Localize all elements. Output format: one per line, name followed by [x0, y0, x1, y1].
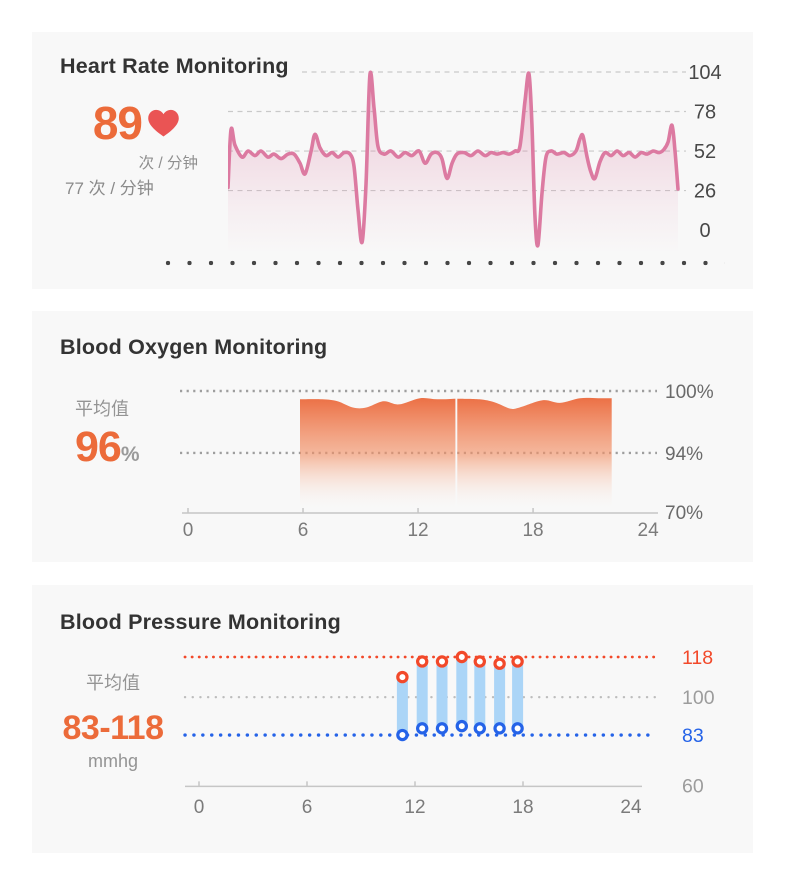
blood-pressure-unit: mmhg — [87, 751, 138, 771]
x-axis-label-0: 0 — [183, 520, 194, 541]
y-axis-label-78: 78 — [694, 102, 716, 124]
x-axis-label-24: 24 — [638, 520, 660, 541]
heart-rate-card[interactable]: Heart Rate Monitoring 89 次 / 分钟 77 次 / 分… — [32, 32, 753, 289]
x-axis-label-18: 18 — [512, 797, 533, 818]
diastolic-marker-4 — [455, 719, 468, 733]
blood-oxygen-chart-svg: 100% 94% 70% 0 6 12 18 24 — [180, 382, 714, 541]
diastolic-marker-3 — [435, 722, 449, 735]
y-axis-label-0: 0 — [699, 220, 710, 242]
oxygen-area-segment-2 — [457, 397, 612, 513]
x-axis-label-24: 24 — [620, 797, 642, 818]
x-axis-label-12: 12 — [407, 520, 428, 541]
heart-rate-unit: 次 / 分钟 — [138, 155, 198, 172]
bp-range-bar-4 — [456, 651, 468, 732]
bp-range-bar-7 — [512, 655, 524, 734]
average-label: 平均值 — [86, 673, 140, 693]
diastolic-marker-5 — [473, 722, 486, 735]
heart-rate-average: 77 次 / 分钟 — [65, 179, 154, 198]
heart-rate-value: 89 — [92, 97, 143, 149]
systolic-marker-5 — [473, 655, 486, 668]
systolic-marker-1 — [396, 670, 409, 684]
bp-range-bar-2 — [416, 655, 428, 734]
blood-oxygen-value: 96 — [75, 423, 122, 471]
bp-range-bar-1 — [396, 671, 408, 741]
blood-oxygen-card[interactable]: Blood Oxygen Monitoring 平均值 96% 100% 94% 7… — [32, 311, 753, 562]
diastolic-marker-1 — [396, 728, 409, 742]
bp-range-bar-3 — [436, 655, 448, 734]
y-axis-label-100: 100% — [665, 382, 714, 403]
heart-rate-stat-block: 89 次 / 分钟 — [48, 96, 198, 173]
timeline-dots — [165, 260, 725, 266]
blood-pressure-chart-svg: 118 100 83 60 0 6 12 18 24 — [183, 647, 715, 818]
bp-range-bar-6 — [494, 658, 506, 734]
y-axis-label-26: 26 — [694, 181, 716, 203]
diastolic-marker-7 — [511, 722, 524, 735]
systolic-marker-3 — [435, 655, 449, 668]
heart-rate-chart: 104 78 52 26 0 — [228, 58, 748, 270]
heart-rate-chart-svg: 104 78 52 26 0 — [228, 62, 722, 254]
x-axis-label-12: 12 — [404, 797, 425, 818]
x-axis-label-6: 6 — [298, 520, 309, 541]
y-axis-label-100: 100 — [682, 687, 715, 709]
x-axis-label-18: 18 — [522, 520, 543, 541]
blood-oxygen-chart: 100% 94% 70% 0 6 12 18 24 — [180, 378, 740, 556]
systolic-marker-7 — [511, 655, 524, 668]
systolic-marker-6 — [493, 657, 506, 670]
blood-pressure-value: 83-118 — [62, 709, 165, 747]
y-axis-label-118: 118 — [682, 647, 713, 669]
y-axis-label-52: 52 — [694, 141, 716, 163]
y-axis-label-94: 94% — [665, 444, 703, 465]
blood-pressure-stat-block: 平均值 83-118 mmhg — [40, 669, 186, 772]
diastolic-marker-6 — [493, 722, 506, 735]
blood-pressure-card-title: Blood Pressure Monitoring — [60, 610, 341, 634]
y-axis-label-104: 104 — [688, 62, 721, 84]
y-axis-label-83: 83 — [682, 725, 704, 747]
blood-oxygen-percent-sign: % — [120, 443, 140, 466]
systolic-marker-2 — [415, 655, 429, 668]
y-axis-label-60: 60 — [682, 775, 704, 797]
heart-icon — [145, 107, 182, 139]
y-axis-label-70: 70% — [665, 503, 703, 524]
average-label: 平均值 — [75, 399, 129, 419]
blood-pressure-chart: 118 100 83 60 0 6 12 18 24 — [180, 645, 740, 830]
diastolic-marker-2 — [415, 722, 429, 735]
blood-oxygen-card-title: Blood Oxygen Monitoring — [60, 335, 328, 359]
blood-pressure-card[interactable]: Blood Pressure Monitoring 平均值 83-118 mmh… — [32, 585, 753, 853]
heart-rate-series-line — [228, 70, 680, 248]
x-axis-label-0: 0 — [194, 797, 205, 818]
heart-rate-card-title: Heart Rate Monitoring — [60, 54, 289, 78]
bp-range-bar-5 — [474, 655, 486, 734]
oxygen-area-segment-1 — [300, 397, 456, 513]
x-axis-label-6: 6 — [302, 797, 313, 818]
blood-oxygen-stat-block: 平均值 96% — [75, 395, 140, 472]
systolic-marker-4 — [455, 650, 468, 664]
